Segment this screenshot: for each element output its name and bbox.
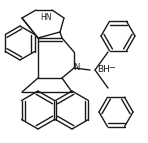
Text: N: N bbox=[73, 63, 79, 73]
Text: HN: HN bbox=[40, 13, 52, 22]
Text: −: − bbox=[108, 63, 115, 72]
Text: BH: BH bbox=[97, 65, 110, 75]
